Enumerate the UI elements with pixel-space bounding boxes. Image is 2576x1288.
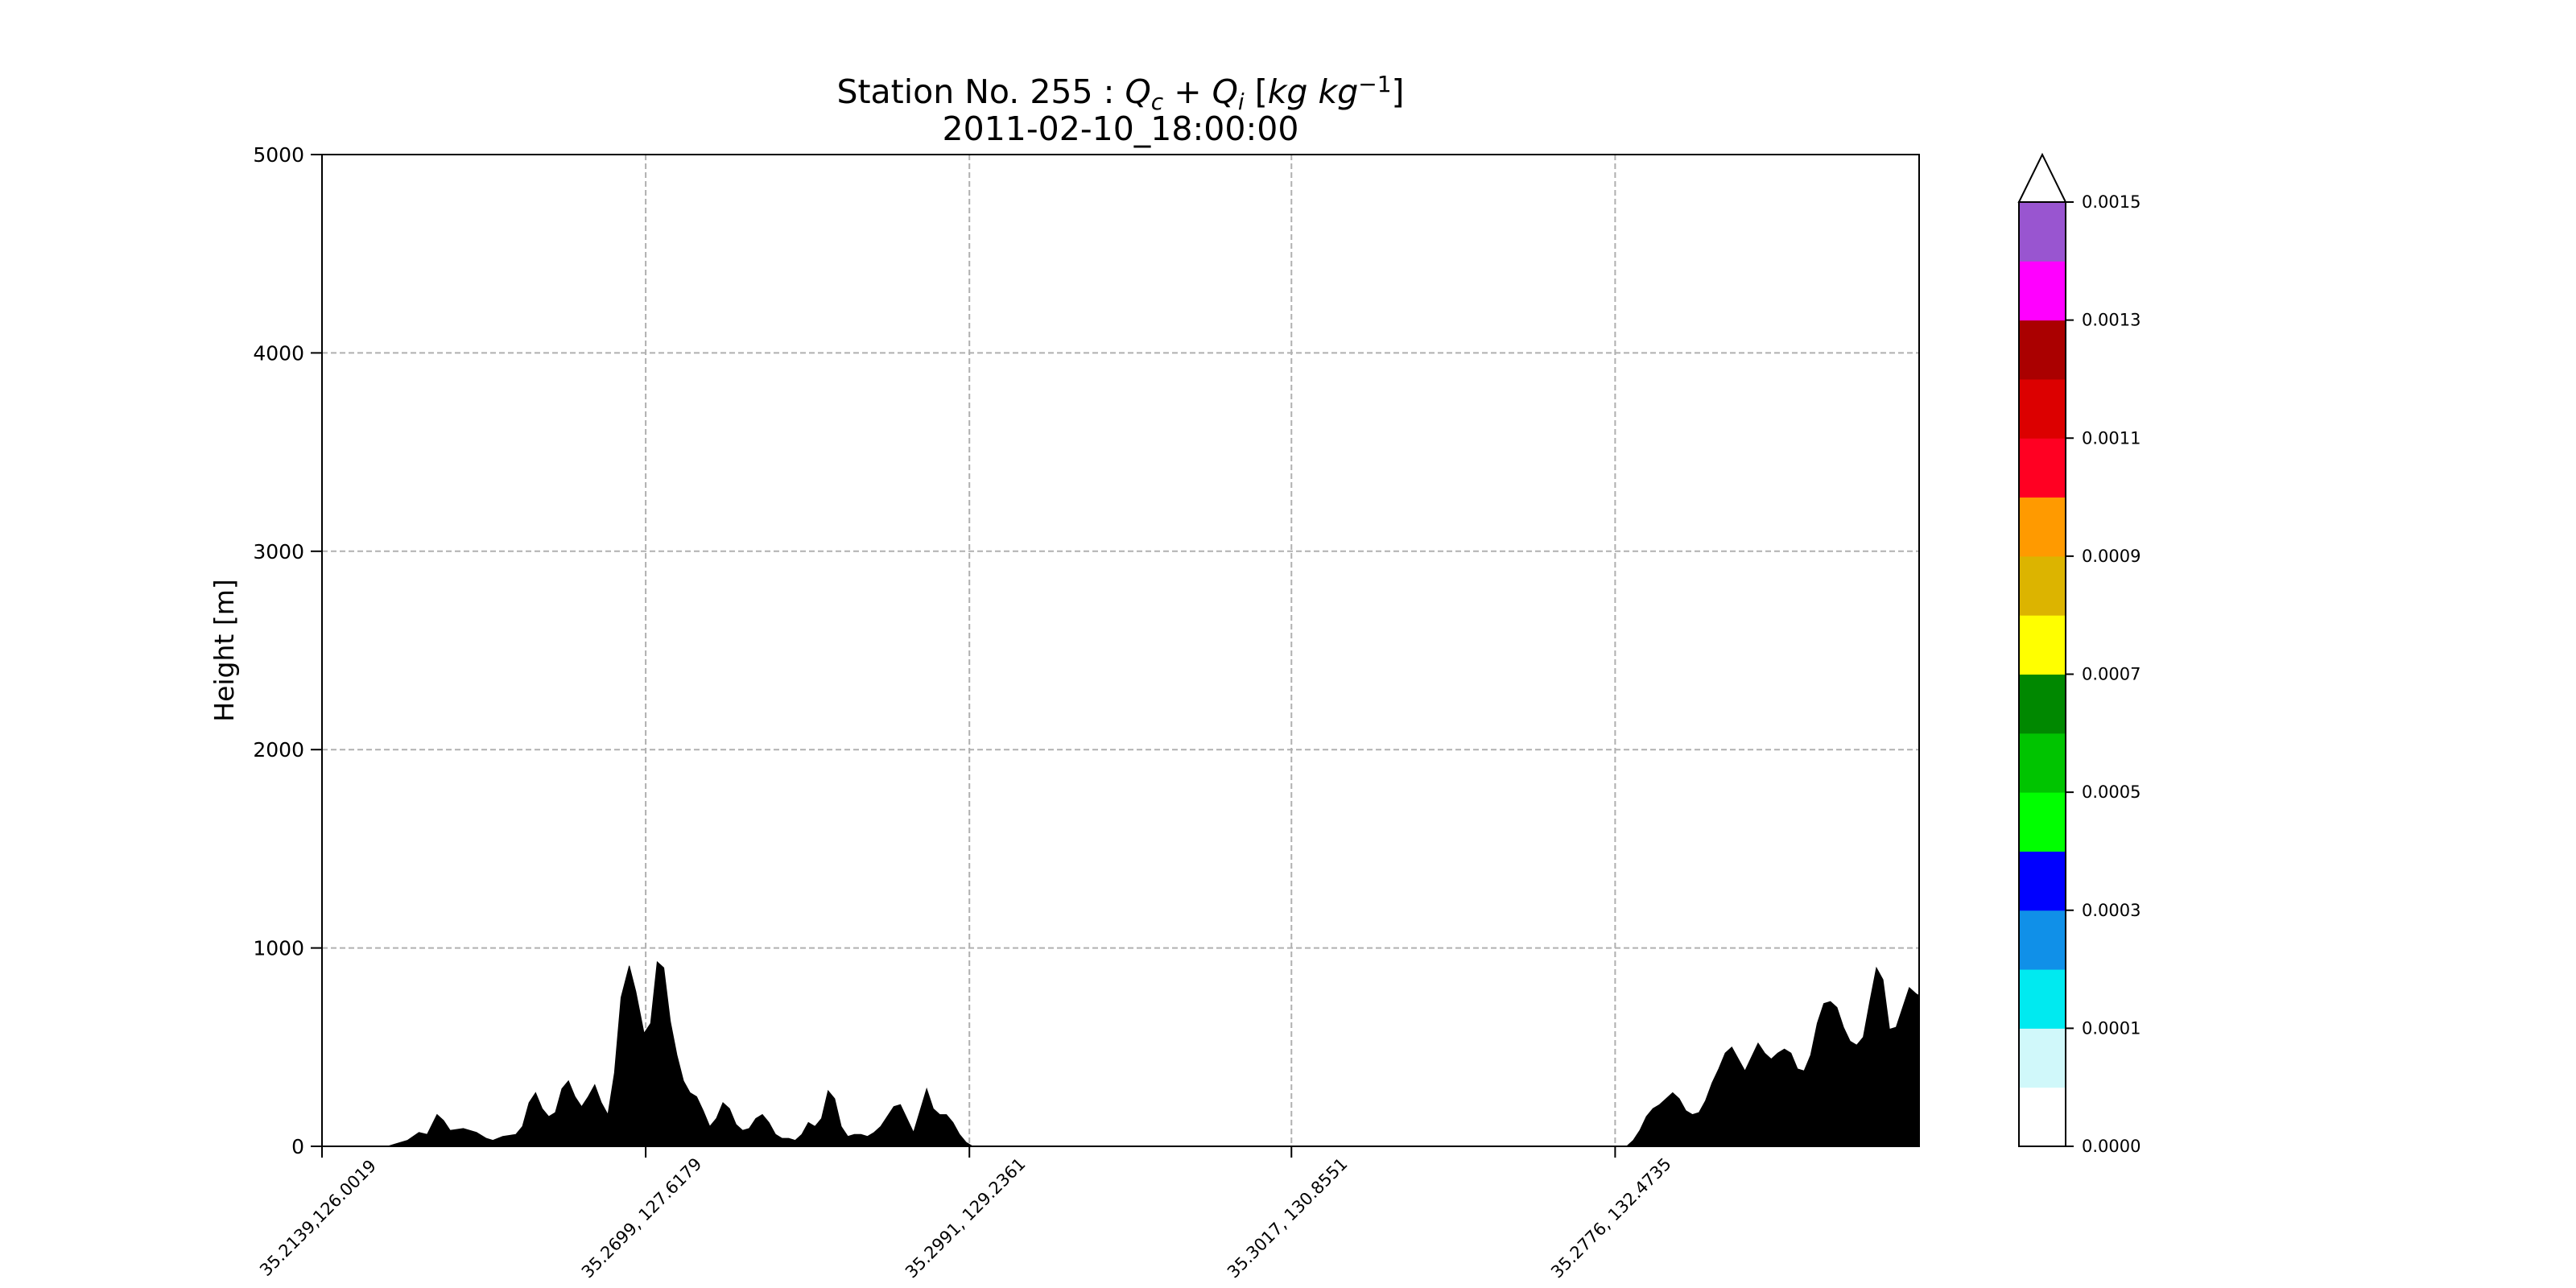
x-tick-label: 35.2776, 132.4735	[1547, 1154, 1675, 1282]
title-part: Q	[1212, 72, 1238, 111]
title-part: i	[1238, 89, 1245, 115]
colorbar-tick-label: 0.0005	[2082, 782, 2140, 802]
colorbar-bin	[2019, 1087, 2066, 1147]
colorbar-bin	[2019, 851, 2066, 911]
colorbar-bin	[2019, 674, 2066, 734]
colorbar-bin	[2019, 615, 2066, 675]
x-tick-label: 35.2699, 127.6179	[578, 1154, 706, 1282]
title-part: ]	[1392, 72, 1405, 111]
colorbar-bin	[2019, 378, 2066, 439]
colorbar-tick-label: 0.0000	[2082, 1137, 2140, 1156]
colorbar-bin	[2019, 555, 2066, 616]
chart-title: Station No. 255 : Qc + Qi [kg kg−1]	[836, 71, 1404, 115]
y-tick-label: 0	[291, 1135, 304, 1158]
colorbar-bin	[2019, 792, 2066, 852]
colorbar-bin	[2019, 1028, 2066, 1088]
y-tick-label: 3000	[253, 540, 304, 564]
y-tick-label: 5000	[253, 143, 304, 167]
plot-frame	[321, 154, 1920, 1147]
colorbar-bin	[2019, 969, 2066, 1029]
x-tick-label: 35.2139,126.0019	[256, 1156, 380, 1280]
title-part: +	[1163, 72, 1212, 111]
colorbar-extension	[2017, 152, 2067, 203]
y-tick-label: 1000	[253, 937, 304, 960]
x-tick-label: 35.2991, 129.2361	[902, 1154, 1030, 1282]
y-axis-label: Height [m]	[208, 579, 240, 721]
title-part: kg kg	[1268, 72, 1359, 111]
colorbar-bin	[2019, 733, 2066, 793]
colorbar-bin	[2019, 320, 2066, 380]
terrain-area	[322, 960, 1920, 1147]
title-part: Station No. 255 :	[836, 72, 1125, 111]
colorbar-bin	[2019, 497, 2066, 557]
colorbar-bin	[2019, 202, 2066, 262]
colorbar-tick-label: 0.0007	[2082, 665, 2140, 684]
colorbar-tick-label: 0.0003	[2082, 901, 2140, 920]
colorbar-tick-label: 0.0015	[2082, 192, 2140, 212]
colorbar-tick-label: 0.0011	[2082, 428, 2140, 448]
colorbar-tick-label: 0.0001	[2082, 1018, 2140, 1038]
colorbar-bin	[2019, 438, 2066, 498]
title-part: [	[1245, 72, 1268, 111]
x-tick-label: 35.3017, 130.8551	[1224, 1154, 1352, 1282]
y-tick-label: 2000	[253, 738, 304, 762]
colorbar-bin	[2019, 261, 2066, 321]
colorbar-tick-label: 0.0009	[2082, 547, 2140, 566]
colorbar-bin	[2019, 910, 2066, 970]
colorbar-tick-label: 0.0013	[2082, 311, 2140, 330]
title-part: Q	[1125, 72, 1150, 111]
y-tick-label: 4000	[253, 341, 304, 365]
chart-subtitle: 2011-02-10_18:00:00	[943, 109, 1299, 148]
title-part: −1	[1358, 71, 1391, 97]
title-part: c	[1151, 89, 1164, 115]
